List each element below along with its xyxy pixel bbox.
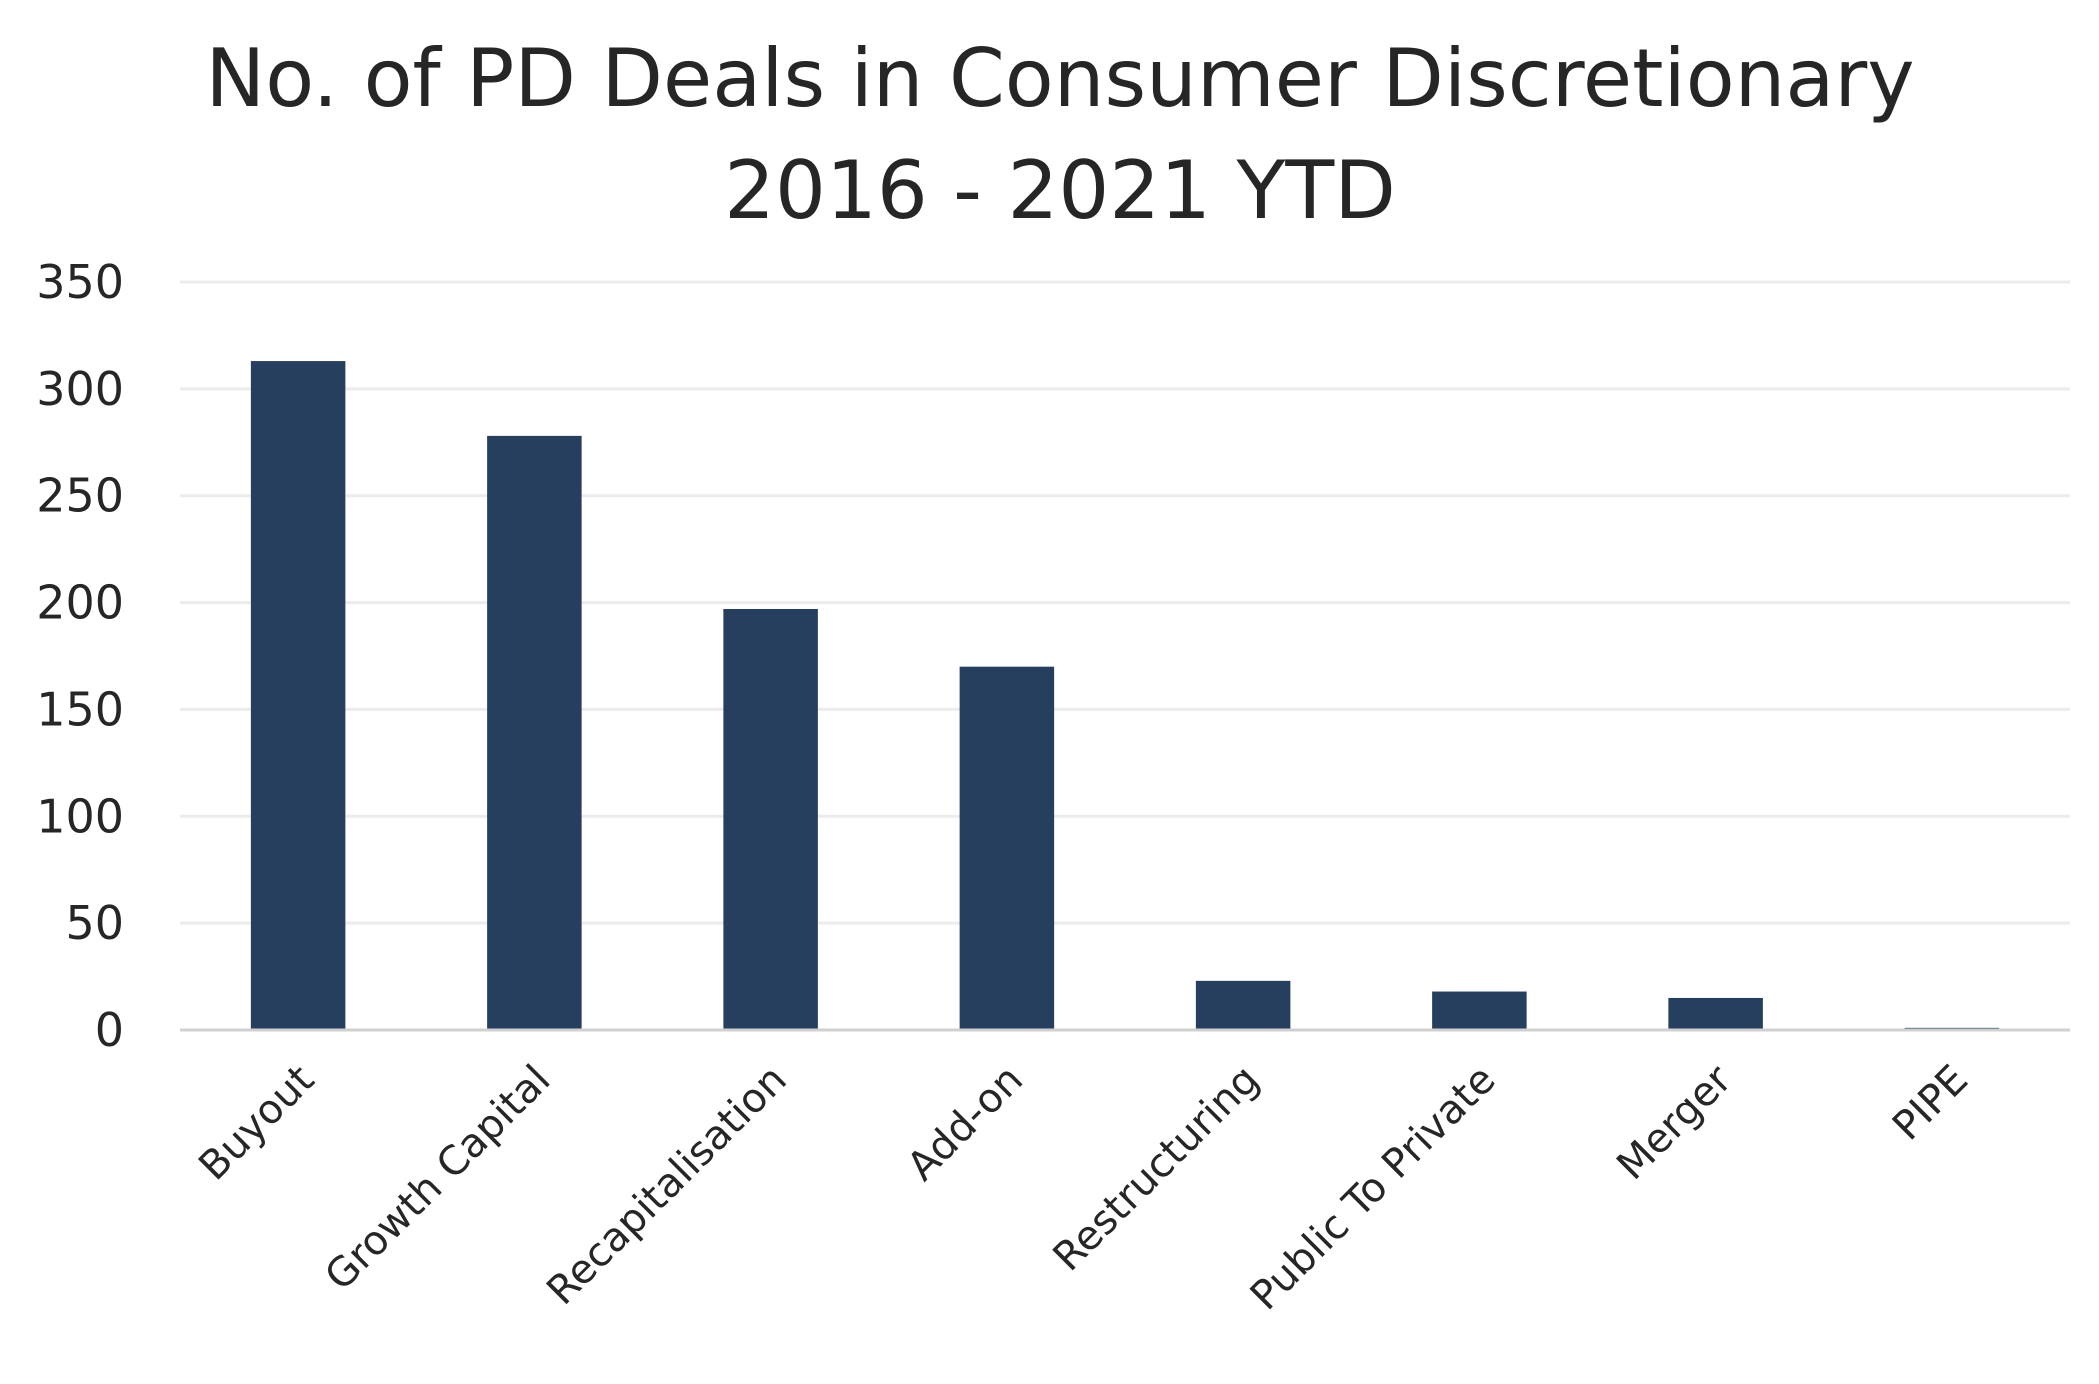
bar-growth-capital — [487, 435, 582, 1031]
y-tick-label: 0 — [95, 1003, 124, 1057]
x-tick-label: PIPE — [1884, 1057, 1977, 1150]
y-tick-label: 150 — [36, 682, 124, 736]
y-tick-label: 350 — [36, 255, 124, 309]
x-tick-label: Public To Private — [1242, 1057, 1505, 1320]
y-tick-label: 100 — [36, 789, 124, 843]
y-axis-tick-labels: 0 50 100 150 200 250 300 350 — [36, 255, 124, 1057]
y-tick-label: 300 — [36, 362, 124, 416]
chart-title-line-2: 2016 - 2021 YTD — [724, 144, 1396, 237]
x-tick-label: Restructuring — [1045, 1057, 1269, 1281]
chart-title-line-1: No. of PD Deals in Consumer Discretionar… — [205, 32, 1914, 125]
bar-buyout — [250, 361, 346, 1030]
bar-restructuring — [1195, 980, 1291, 1030]
y-tick-label: 250 — [36, 469, 124, 523]
x-tick-label: Merger — [1608, 1056, 1741, 1189]
x-tick-label: Recapitalisation — [538, 1057, 795, 1314]
bar-recapitalisation — [723, 608, 818, 1030]
bar-public-to-private — [1432, 991, 1527, 1030]
bars — [250, 361, 2000, 1031]
x-tick-label: Buyout — [190, 1057, 323, 1190]
y-tick-label: 200 — [36, 576, 124, 630]
bar-merger — [1668, 997, 1763, 1030]
gridlines — [180, 280, 2070, 925]
bar-add-on — [959, 666, 1055, 1030]
y-tick-label: 50 — [65, 896, 124, 950]
x-tick-label: Growth Capital — [316, 1057, 559, 1300]
x-tick-label: Add-on — [899, 1057, 1032, 1190]
